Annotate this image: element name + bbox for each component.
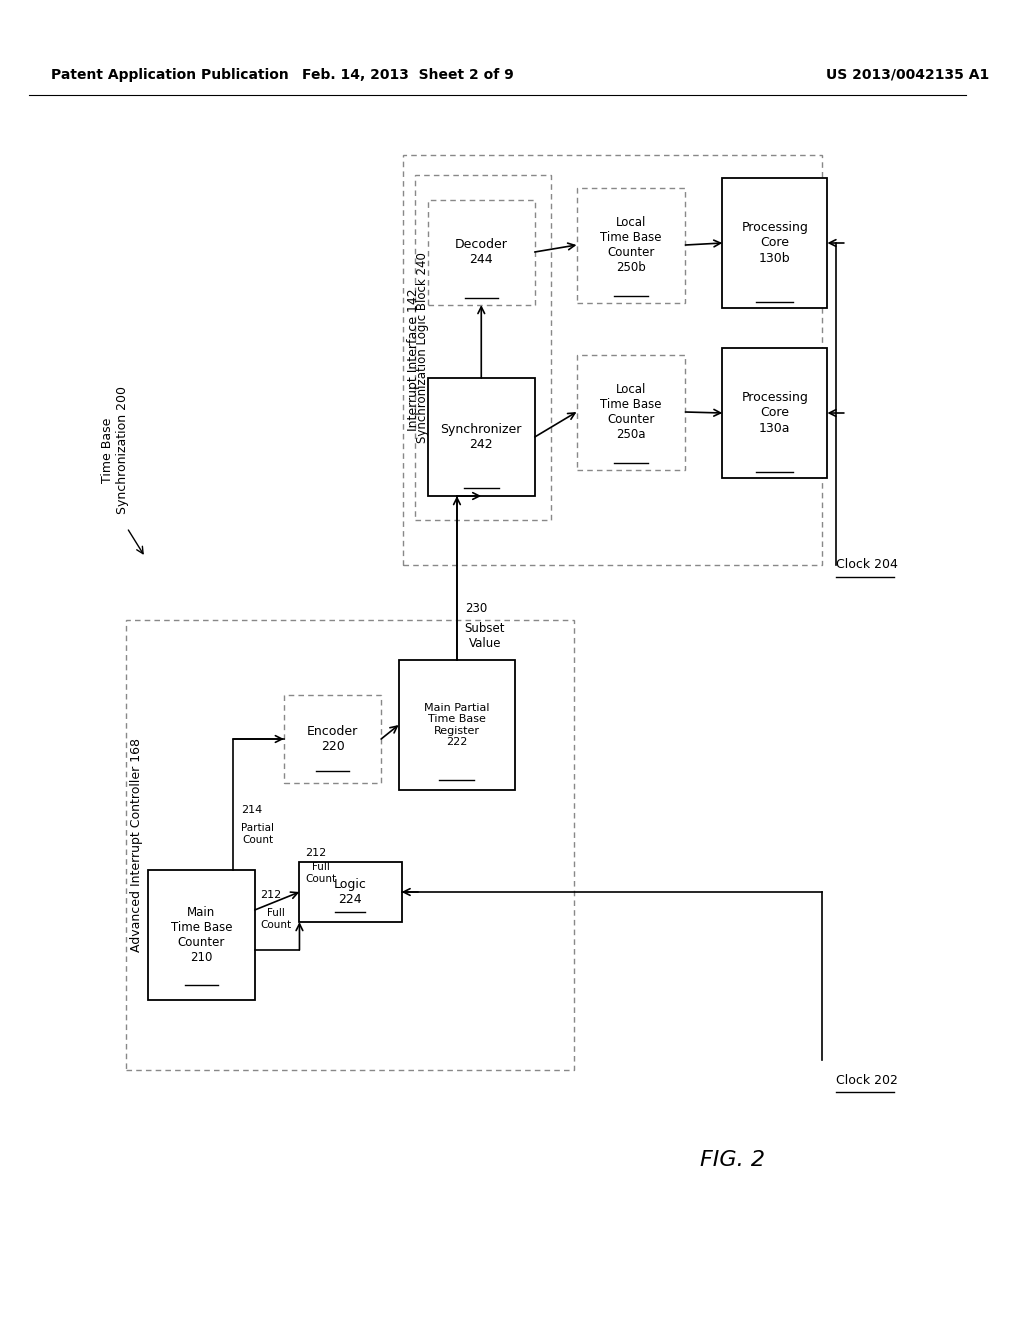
Text: Patent Application Publication: Patent Application Publication xyxy=(50,69,289,82)
Text: Encoder
220: Encoder 220 xyxy=(307,725,358,752)
Text: Full
Count: Full Count xyxy=(260,908,292,929)
Text: Processing
Core
130a: Processing Core 130a xyxy=(741,392,808,434)
Text: Interrupt Interface 142: Interrupt Interface 142 xyxy=(407,289,420,432)
Text: 212: 212 xyxy=(260,890,282,900)
Text: Main Partial
Time Base
Register
222: Main Partial Time Base Register 222 xyxy=(424,702,489,747)
Text: 214: 214 xyxy=(241,805,262,814)
Bar xyxy=(147,870,255,1001)
Text: Synchronizer
242: Synchronizer 242 xyxy=(440,422,522,451)
Text: Clock 204: Clock 204 xyxy=(837,558,898,572)
Bar xyxy=(428,378,535,496)
Bar xyxy=(428,201,535,305)
Text: Subset
Value: Subset Value xyxy=(465,622,505,649)
Text: 230: 230 xyxy=(465,602,487,615)
Text: Partial
Count: Partial Count xyxy=(241,822,274,845)
Bar xyxy=(722,178,827,308)
Text: 212: 212 xyxy=(305,847,327,858)
Text: US 2013/0042135 A1: US 2013/0042135 A1 xyxy=(826,69,989,82)
Bar xyxy=(126,620,573,1071)
Text: Full
Count: Full Count xyxy=(305,862,337,883)
Bar xyxy=(722,348,827,478)
Text: Local
Time Base
Counter
250b: Local Time Base Counter 250b xyxy=(600,216,662,275)
Bar xyxy=(415,176,551,520)
Text: Local
Time Base
Counter
250a: Local Time Base Counter 250a xyxy=(600,383,662,441)
Text: Logic
224: Logic 224 xyxy=(334,878,367,906)
Text: Clock 202: Clock 202 xyxy=(837,1073,898,1086)
Bar xyxy=(299,862,401,921)
Bar xyxy=(403,154,821,565)
Text: Advanced Interrupt Controller 168: Advanced Interrupt Controller 168 xyxy=(130,738,142,952)
Bar xyxy=(398,660,515,789)
Text: Synchronization Logic Block 240: Synchronization Logic Block 240 xyxy=(417,252,429,444)
Bar xyxy=(284,696,381,783)
Text: Decoder
244: Decoder 244 xyxy=(455,238,508,267)
Text: Time Base
Synchronization 200: Time Base Synchronization 200 xyxy=(100,385,129,513)
Bar xyxy=(577,355,685,470)
Text: FIG. 2: FIG. 2 xyxy=(700,1150,765,1170)
Text: Processing
Core
130b: Processing Core 130b xyxy=(741,222,808,264)
Text: Main
Time Base
Counter
210: Main Time Base Counter 210 xyxy=(171,906,232,964)
Text: Feb. 14, 2013  Sheet 2 of 9: Feb. 14, 2013 Sheet 2 of 9 xyxy=(302,69,514,82)
Bar xyxy=(577,187,685,304)
